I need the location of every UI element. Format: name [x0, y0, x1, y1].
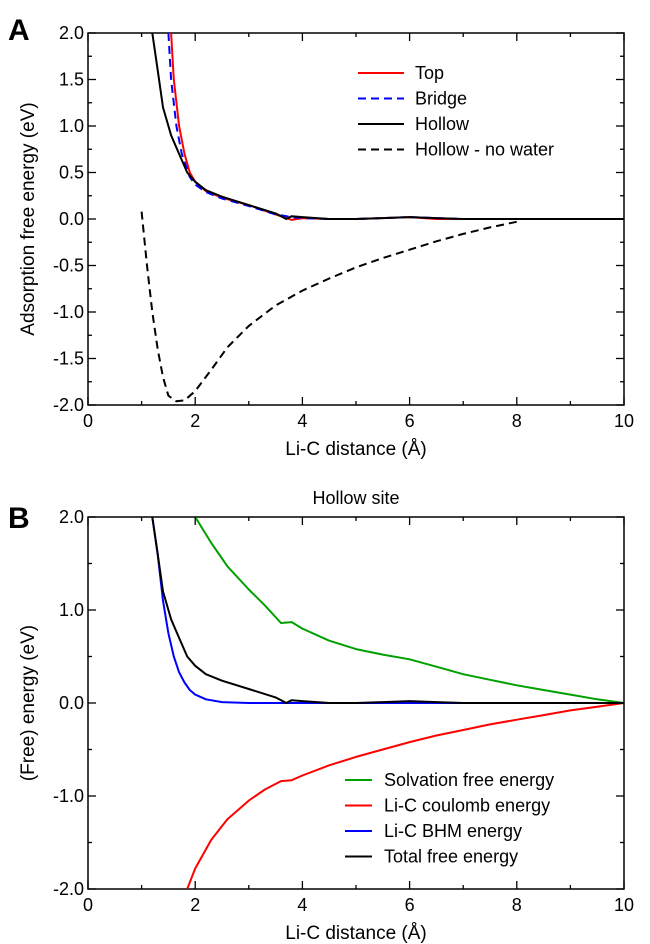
y-tick-label: 1.0	[59, 116, 84, 136]
x-tick-label: 8	[512, 895, 522, 915]
y-tick-label: 0.0	[59, 209, 84, 229]
x-tick-label: 0	[83, 411, 93, 431]
panel-b: B Hollow site 0 2 4 6 8 10 -2.0 -1.0 0.0 1.0 2.0 L…	[8, 488, 634, 944]
y-tick-label: 2.0	[59, 23, 84, 43]
x-tick-label: 10	[614, 895, 634, 915]
x-tick-label: 8	[512, 411, 522, 431]
y-tick-label: 1.0	[59, 600, 84, 620]
x-tick-label: 0	[83, 895, 93, 915]
legend-b: Solvation free energy Li-C coulomb energy…	[345, 770, 554, 867]
x-tick-label: 6	[405, 411, 415, 431]
panel-a: A 0 2 4 6 8 10 -2.0 -1.5 -1.0 -0.5 0.0 0.5 1.0 1.5 2.0…	[8, 14, 634, 460]
y-axis-label-b: (Free) energy (eV)	[18, 625, 39, 781]
x-tick-label: 2	[190, 895, 200, 915]
series-layer-a	[140, 33, 624, 403]
series-line-li-c-coulomb-energy	[186, 702, 624, 889]
panel-letter-b: B	[8, 502, 30, 535]
y-tick-label: 2.0	[59, 507, 84, 527]
y-tick-label: -2.0	[53, 395, 84, 415]
y-tick-label: -1.0	[53, 302, 84, 322]
x-tick-label: 4	[297, 411, 307, 431]
y-tick-label: -2.0	[53, 879, 84, 899]
y-tick-label: 0.5	[59, 163, 84, 183]
y-tick-label: -0.5	[53, 256, 84, 276]
series-line-li-c-bhm-energy	[151, 517, 624, 704]
legend-label: Hollow - no water	[415, 140, 554, 160]
y-tick-label: 1.5	[59, 70, 84, 90]
x-tick-label: 4	[297, 895, 307, 915]
panel-letter-a: A	[8, 14, 30, 47]
legend-label: Solvation free energy	[384, 770, 554, 790]
series-line-hollow	[151, 33, 624, 220]
legend-a: Top Bridge Hollow Hollow - no water	[358, 63, 554, 160]
y-tick-label: 0.0	[59, 693, 84, 713]
legend-label: Bridge	[415, 89, 467, 109]
series-layer-b	[151, 517, 624, 889]
tick-layer-b: 0 2 4 6 8 10 -2.0 -1.0 0.0 1.0 2.0	[53, 507, 634, 915]
series-line-solvation-free-energy	[194, 517, 624, 704]
series-line-hollow-no-water	[140, 211, 518, 403]
tick-layer-a: 0 2 4 6 8 10 -2.0 -1.5 -1.0 -0.5 0.0 0.5 1.0 1.5 2.0	[53, 23, 634, 431]
series-line-total-free-energy	[151, 517, 624, 704]
chart-title-b: Hollow site	[312, 488, 399, 508]
series-line-bridge	[167, 33, 624, 220]
y-tick-label: -1.0	[53, 786, 84, 806]
y-tick-label: -1.5	[53, 349, 84, 369]
legend-label: Top	[415, 63, 444, 83]
y-axis-label-a: Adsorption free energy (eV)	[18, 102, 39, 335]
legend-label: Hollow	[415, 114, 470, 134]
x-tick-label: 10	[614, 411, 634, 431]
x-tick-label: 2	[190, 411, 200, 431]
legend-label: Total free energy	[384, 847, 518, 867]
series-line-top	[170, 33, 624, 221]
x-axis-label-b: Li-C distance (Å)	[285, 923, 427, 944]
legend-label: Li-C BHM energy	[384, 821, 522, 841]
legend-label: Li-C coulomb energy	[384, 796, 550, 816]
x-tick-label: 6	[405, 895, 415, 915]
x-axis-label-a: Li-C distance (Å)	[285, 439, 427, 460]
